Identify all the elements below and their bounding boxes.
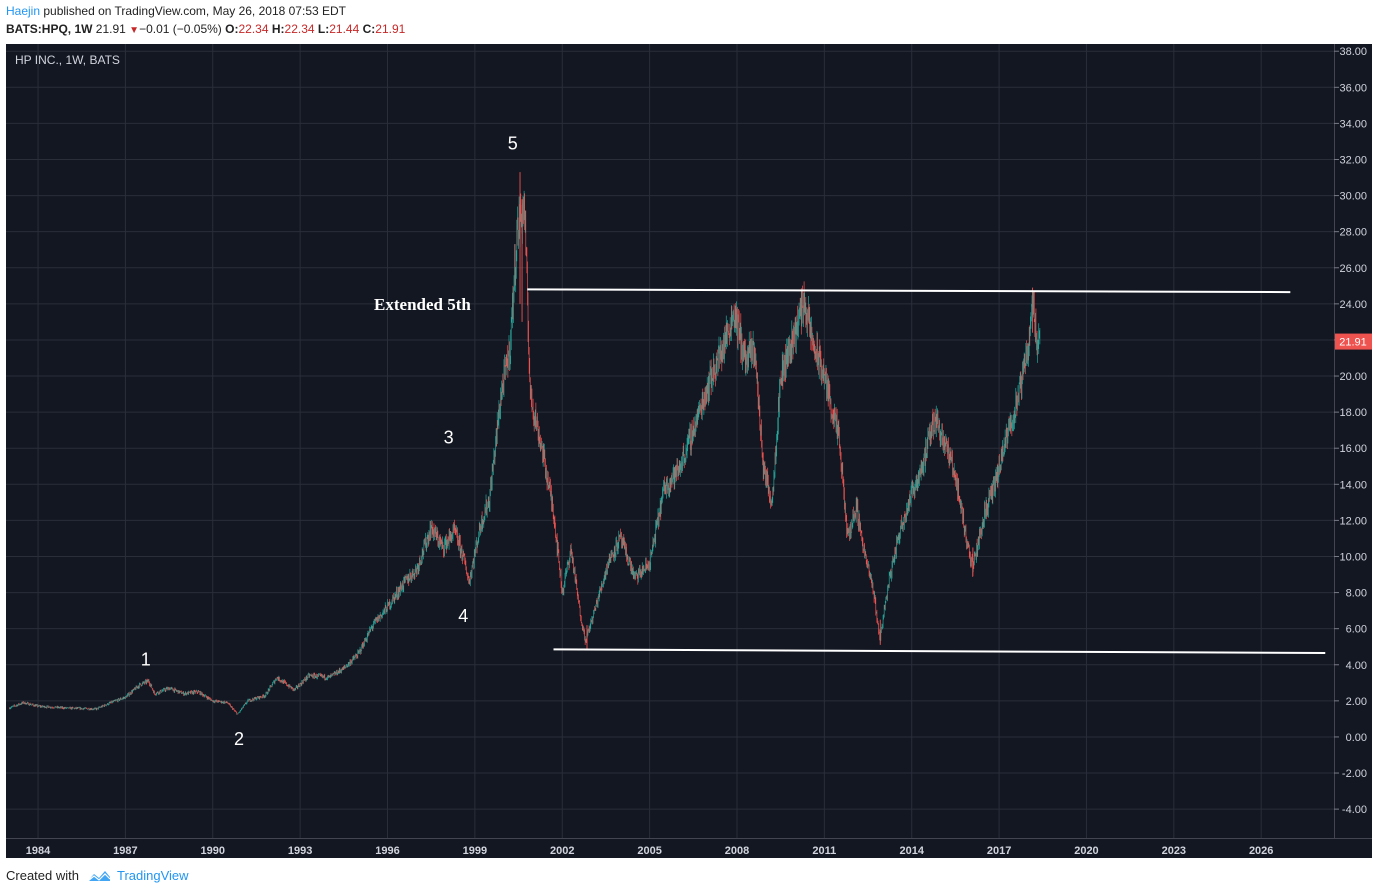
y-tick-label: -2.00 bbox=[1342, 768, 1367, 780]
time-axis[interactable]: 1984 1987 1990 1993 1996 1999 2002 2005 2008 2011… bbox=[26, 845, 1274, 857]
chart-background bbox=[6, 44, 1372, 858]
ohlc-legend: BATS:HPQ, 1W 21.91 ▼−0.01 (−0.05%) O:22.… bbox=[6, 22, 405, 36]
last-price-tag: 21.91 bbox=[1335, 333, 1372, 350]
open-label: O: bbox=[225, 22, 239, 36]
y-tick-label: 6.00 bbox=[1346, 624, 1367, 636]
y-tick-label: -4.00 bbox=[1342, 804, 1367, 816]
x-tick-label: 2011 bbox=[812, 845, 836, 857]
y-tick-label: 10.00 bbox=[1339, 551, 1367, 563]
price-change: −0.01 (−0.05%) bbox=[139, 22, 222, 36]
y-tick-label: 12.00 bbox=[1339, 515, 1367, 527]
x-tick-label: 1990 bbox=[201, 845, 225, 857]
y-tick-label: 0.00 bbox=[1346, 732, 1367, 744]
low-value: 21.44 bbox=[329, 22, 360, 36]
x-tick-label: 1984 bbox=[26, 845, 51, 857]
last-price: 21.91 bbox=[95, 22, 126, 36]
annotation-label: Extended 5th bbox=[374, 295, 471, 314]
tradingview-link[interactable]: TradingView bbox=[116, 868, 189, 883]
trendlines bbox=[527, 288, 1326, 655]
x-tick-label: 2017 bbox=[987, 845, 1011, 857]
close-label: C: bbox=[362, 22, 376, 36]
price-tag-label: 21.91 bbox=[1339, 337, 1367, 349]
x-tick-label: 2005 bbox=[637, 845, 661, 857]
x-tick-label: 2023 bbox=[1162, 845, 1186, 857]
y-tick-label: 4.00 bbox=[1346, 660, 1367, 672]
x-tick-label: 2014 bbox=[899, 845, 924, 857]
x-tick-label: 1993 bbox=[288, 845, 312, 857]
y-tick-label: 2.00 bbox=[1346, 696, 1367, 708]
close-value: 21.91 bbox=[375, 22, 406, 36]
wave-label: 3 bbox=[444, 427, 454, 447]
price-tag-box bbox=[1335, 333, 1372, 350]
wave-label: 2 bbox=[234, 729, 244, 749]
symbol-label: BATS:HPQ, 1W bbox=[6, 22, 93, 36]
x-tick-label: 2020 bbox=[1074, 845, 1098, 857]
x-tick-label: 1987 bbox=[113, 845, 137, 857]
open-value: 22.34 bbox=[238, 22, 269, 36]
author-link[interactable]: Haejin bbox=[6, 4, 41, 18]
high-value: 22.34 bbox=[284, 22, 315, 36]
low-label: L: bbox=[317, 22, 330, 36]
footer: Created with TradingView bbox=[6, 868, 189, 883]
high-label: H: bbox=[271, 22, 285, 36]
created-with-label: Created with bbox=[6, 868, 79, 883]
trendline bbox=[553, 648, 1326, 655]
x-tick-label: 2026 bbox=[1249, 845, 1273, 857]
wave-label: 1 bbox=[141, 649, 151, 669]
y-tick-label: 38.00 bbox=[1339, 46, 1367, 58]
candles bbox=[9, 172, 1041, 715]
y-tick-label: 28.00 bbox=[1339, 227, 1367, 239]
published-text: published on TradingView.com, May 26, 20… bbox=[40, 4, 346, 18]
y-tick-label: 26.00 bbox=[1339, 263, 1367, 275]
y-tick-label: 20.00 bbox=[1339, 371, 1367, 383]
x-tick-label: 2008 bbox=[725, 845, 749, 857]
y-tick-label: 24.00 bbox=[1339, 299, 1367, 311]
y-tick-label: 16.00 bbox=[1339, 443, 1367, 455]
x-tick-label: 1996 bbox=[375, 845, 399, 857]
wave-label: 5 bbox=[508, 133, 518, 153]
wave-labels: 1 2 3 4 5 Extended 5th bbox=[141, 133, 518, 749]
y-tick-label: 34.00 bbox=[1339, 118, 1367, 130]
x-tick-label: 2002 bbox=[550, 845, 574, 857]
chart-title: HP INC., 1W, BATS bbox=[15, 53, 120, 67]
tradingview-logo-icon bbox=[87, 870, 111, 881]
publish-info: Haejin published on TradingView.com, May… bbox=[6, 4, 346, 18]
price-chart[interactable]: 1 2 3 4 5 Extended 5th 38.00 36.00 34.00 32.00 30… bbox=[0, 42, 1374, 858]
wave-label: 4 bbox=[458, 606, 468, 626]
y-tick-label: 18.00 bbox=[1339, 407, 1367, 419]
down-triangle-icon: ▼ bbox=[129, 25, 140, 36]
x-tick-label: 1999 bbox=[463, 845, 487, 857]
trendline bbox=[527, 288, 1291, 294]
y-tick-label: 32.00 bbox=[1339, 154, 1367, 166]
y-tick-label: 8.00 bbox=[1346, 588, 1367, 600]
y-tick-label: 36.00 bbox=[1339, 82, 1367, 94]
y-tick-label: 30.00 bbox=[1339, 191, 1367, 203]
y-tick-label: 14.00 bbox=[1339, 479, 1367, 491]
